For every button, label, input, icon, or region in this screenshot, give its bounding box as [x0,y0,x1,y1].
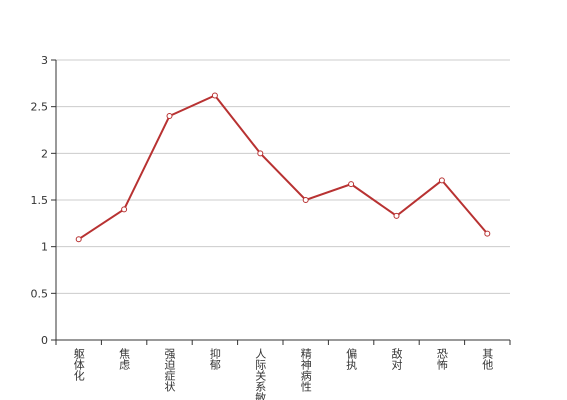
point [438,177,445,184]
y-tick-label: 0 [41,334,48,347]
x-tick-label: 人际关系敏感 [254,348,267,400]
y-tick-label: 1.5 [31,194,49,207]
point [166,113,173,119]
x-tick-label: 敌对 [390,347,403,370]
point [348,181,355,188]
point [257,150,264,157]
x-tick-label: 抑郁 [208,347,221,370]
y-tick-label: 1 [41,241,48,254]
point [484,230,491,237]
x-tick-label: 躯体化 [72,348,85,382]
point [121,206,128,213]
point [75,236,82,243]
x-tick-label: 恐怖 [435,348,448,370]
point [393,212,400,219]
x-tick-label: 焦虑 [118,348,131,370]
y-tick-label: 2 [41,147,48,160]
x-tick-label: 精神病性 [299,348,312,393]
y-tick-label: 3 [41,54,48,67]
point [302,197,309,203]
x-tick-label: 强迫症状 [163,348,176,392]
point [211,92,218,99]
y-tick-label: 0.5 [31,287,49,300]
x-tick-label: 其他 [481,348,494,370]
line [78,94,489,241]
x-tick-label: 偏执 [345,347,358,371]
y-tick-label: 2.5 [31,101,49,114]
